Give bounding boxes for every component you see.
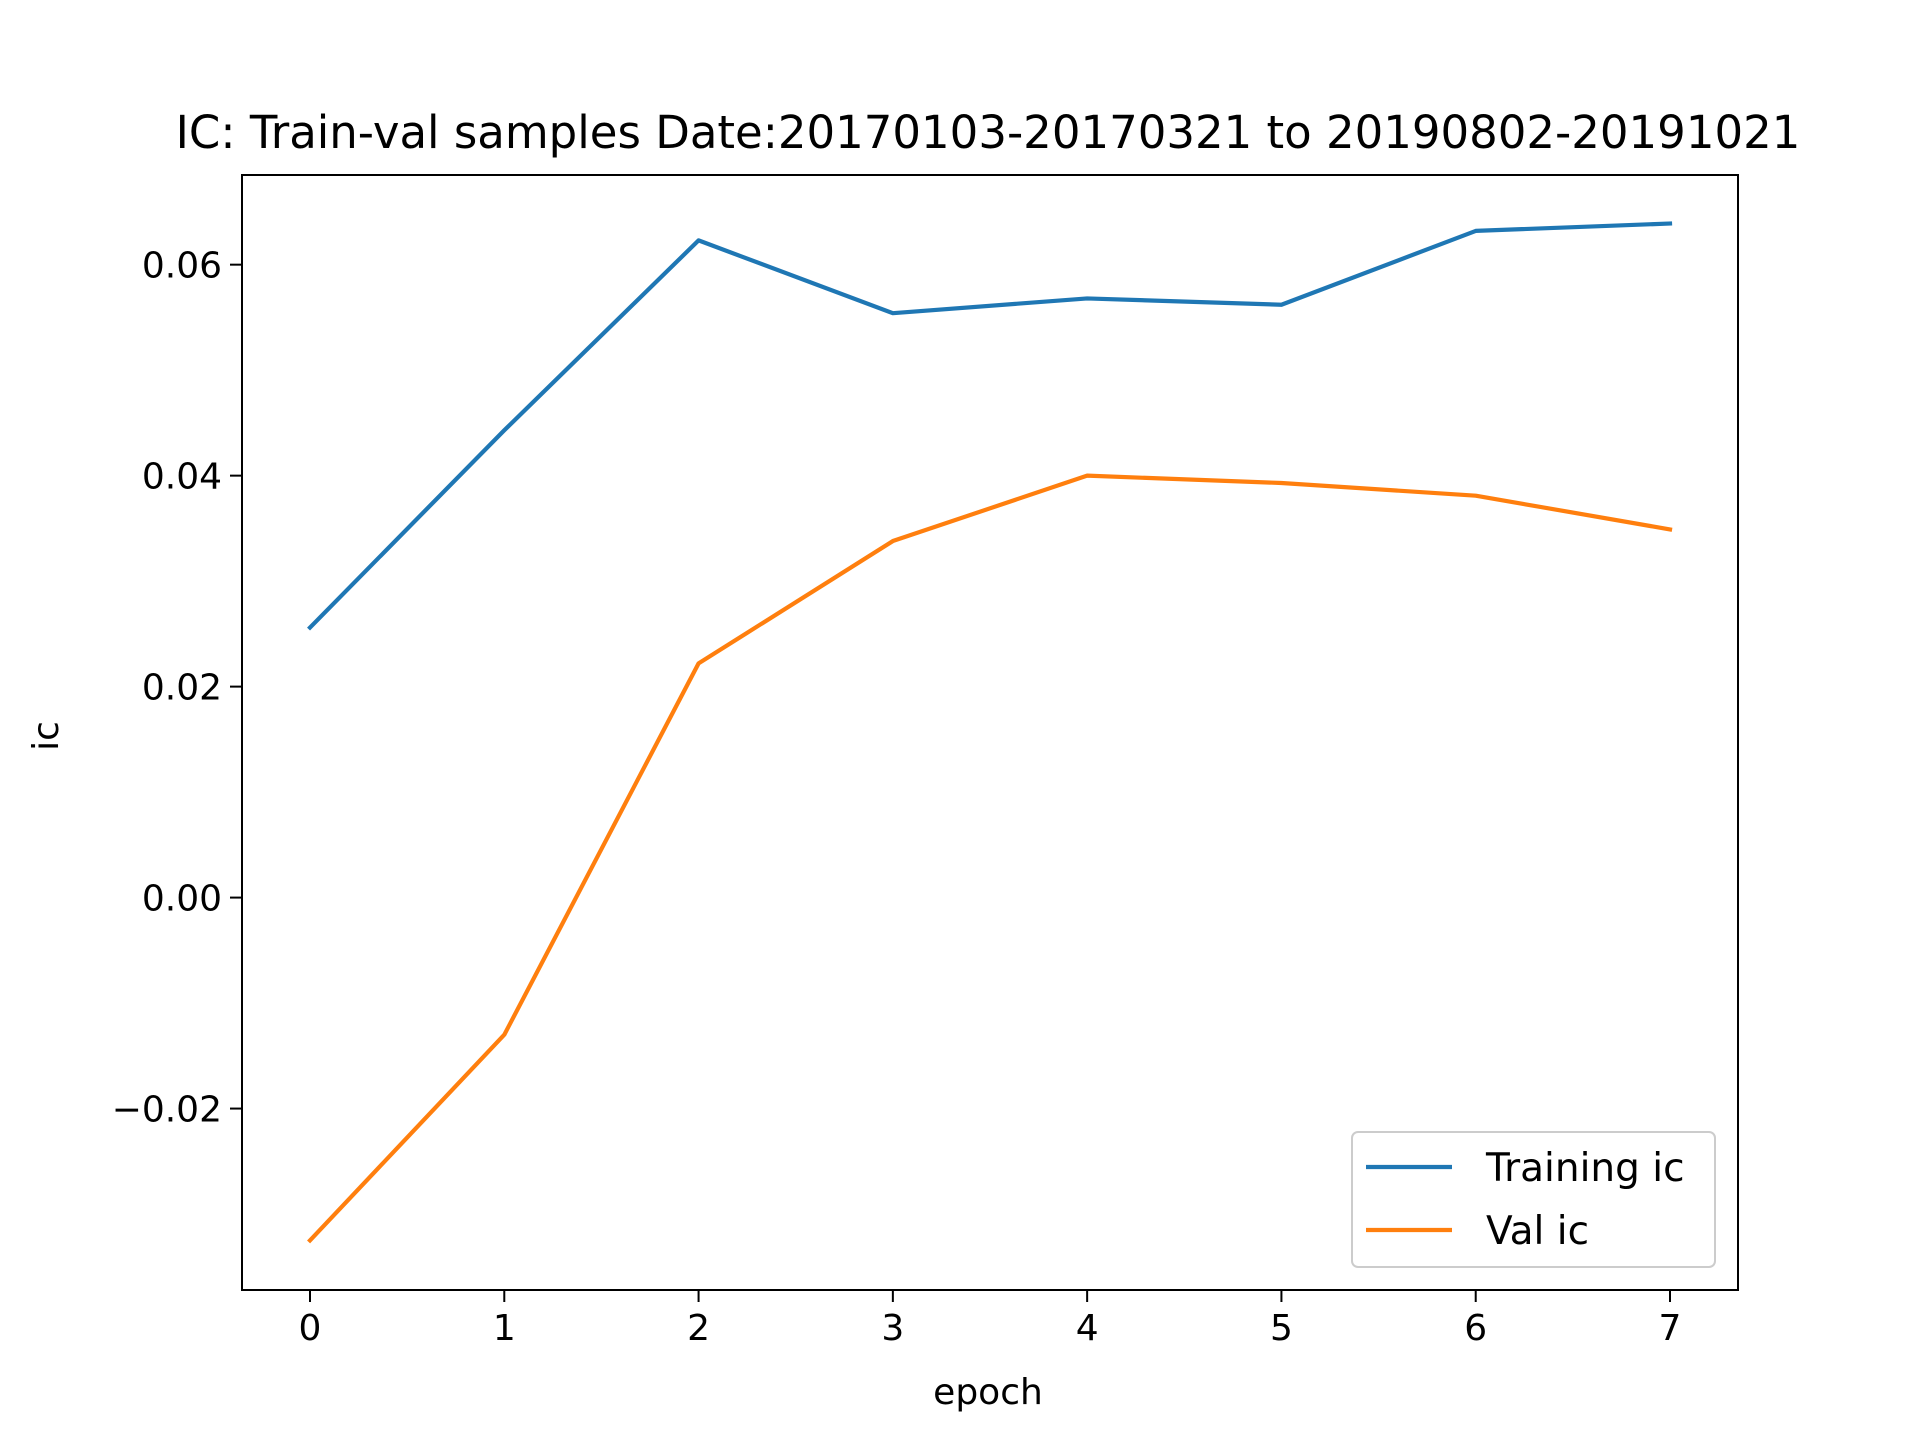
y-tick-label-2: 0.02: [142, 668, 222, 709]
series-line-0: [307, 221, 1673, 631]
y-tick-label-1: 0.00: [142, 879, 222, 920]
y-tick-label-0: −0.02: [112, 1090, 222, 1131]
x-tick-label-1: 1: [493, 1308, 516, 1349]
legend-label-1: Val ic: [1486, 1209, 1589, 1254]
y-axis-label: ic: [26, 721, 67, 751]
x-tick-label-7: 7: [1659, 1308, 1682, 1349]
x-axis-label: epoch: [933, 1372, 1043, 1413]
chart-title: IC: Train-val samples Date:20170103-2017…: [176, 106, 1801, 159]
x-tick-label-0: 0: [299, 1308, 322, 1349]
x-tick-label-6: 6: [1464, 1308, 1487, 1349]
x-tick-label-3: 3: [881, 1308, 904, 1349]
x-tick-label-2: 2: [687, 1308, 710, 1349]
plot-area: 0 1 2 3 4 5 6 7 −0.02 0.00 0.02 0.04 0.06: [112, 174, 1739, 1349]
y-tick-label-3: 0.04: [142, 457, 222, 498]
x-tick-label-5: 5: [1270, 1308, 1293, 1349]
axes-frame: [241, 174, 1739, 1291]
legend-label-0: Training ic: [1485, 1146, 1685, 1191]
series-line-1: [307, 473, 1673, 1244]
x-tick-label-4: 4: [1076, 1308, 1099, 1349]
legend: Training ic Val ic: [1351, 1131, 1716, 1268]
y-tick-label-4: 0.06: [142, 246, 222, 287]
